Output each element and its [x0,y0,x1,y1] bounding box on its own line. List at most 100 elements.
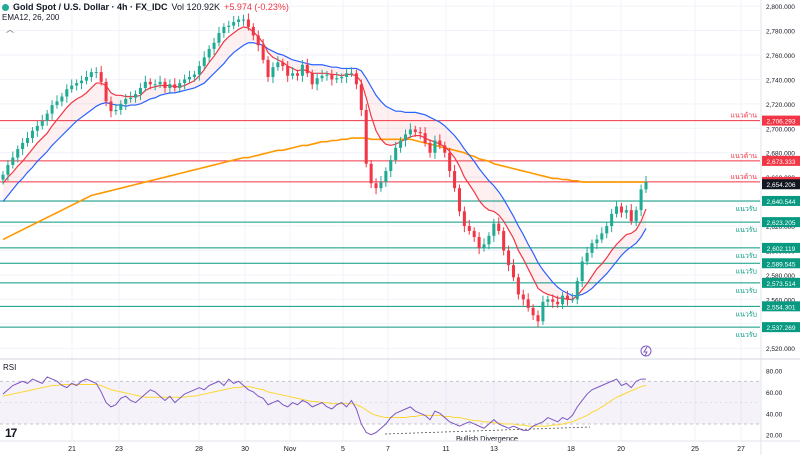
candle [6,160,10,181]
candle-body [119,103,123,110]
candle [384,167,388,187]
candle [551,294,555,308]
candle-body [561,295,565,305]
candle [138,83,142,101]
level-label: แนวรับ [736,267,757,275]
candle [89,68,93,82]
tradingview-logo[interactable]: 17 [5,426,17,440]
candle-body [433,140,437,153]
lightning-icon [640,345,652,357]
candle-body [163,81,167,88]
candle [183,74,187,90]
candle [615,200,619,218]
candle [556,295,560,308]
candle-body [521,294,525,300]
candle-body [477,237,481,249]
candle [624,205,628,219]
collapse-chevron-icon[interactable]: ︿ [6,25,14,34]
candle [634,206,638,227]
candle-body [354,73,358,85]
candle [369,160,373,189]
candle [453,164,457,192]
ema12-line [2,26,647,300]
candle-body [94,72,98,74]
candle-body [403,134,408,141]
candle [119,100,123,115]
time-tick: 7 [386,446,390,453]
candle [202,51,206,70]
rsi-label[interactable]: RSI [3,363,17,372]
symbol-title[interactable]: Gold Spot / U.S. Dollar · 4h · FX_IDC [13,2,168,12]
candle [349,67,354,77]
level-price-tag [762,258,800,269]
candle-body [45,113,49,121]
candle-body [168,84,172,88]
candle [487,232,491,250]
candle [217,26,221,47]
candle-body [526,299,530,308]
candle [497,217,501,235]
candle [192,70,196,82]
candle-body [556,301,560,305]
chart-grid [0,0,760,440]
lightning-glyph [643,346,648,357]
change-readout: +5.974 (-0.23%) [224,2,289,12]
candle [335,72,339,84]
candle-body [418,131,422,134]
candle [173,78,177,92]
candle-body [413,129,417,132]
candle [330,69,334,86]
candle [379,175,383,192]
time-tick: 25 [691,446,699,453]
candle [585,246,589,266]
level-price-tag [762,242,800,253]
candle [580,256,584,288]
candle [541,295,545,326]
candle [237,15,241,27]
candle-body [212,42,216,49]
status-dot [2,3,9,11]
candle [565,290,569,306]
candle-body [89,72,93,77]
ema-cloud [3,26,646,300]
candle [477,232,481,255]
candle-body [394,147,398,161]
candle-body [11,157,15,165]
candle-body [134,94,138,98]
candle-body [276,62,280,68]
price-tick: 2,680.000 [766,151,795,158]
price-tick: 2,780.000 [766,29,795,36]
candle [325,70,329,81]
price-tick: 2,760.000 [766,53,795,60]
candle [65,84,69,103]
candle [99,65,103,86]
candle-body [497,223,501,231]
candle [394,141,398,164]
candle [168,79,172,95]
chart-misc [640,345,652,357]
candle-body [629,210,633,222]
candle-body [448,152,452,172]
candle [300,59,304,82]
candle [546,295,550,307]
candle [114,103,118,115]
candle [251,23,255,41]
candle [511,259,515,282]
indicator-legend[interactable]: EMA12, 26, 200 [2,13,60,22]
candle-body [565,295,569,300]
candle [1,171,5,185]
time-tick: Nov [284,446,297,453]
candle-body [99,72,103,82]
candle-body [487,235,491,245]
candle-body [153,84,157,86]
time-tick: 28 [195,446,203,453]
candle [340,73,344,84]
candle-body [192,74,196,77]
rsi-tick: 60.00 [766,390,783,397]
level-price-tag [762,277,800,288]
ema-cloud-fill [3,26,646,300]
level-label: แนวต้าน [731,112,758,120]
candle-body [21,142,25,150]
candle-body [605,226,609,234]
